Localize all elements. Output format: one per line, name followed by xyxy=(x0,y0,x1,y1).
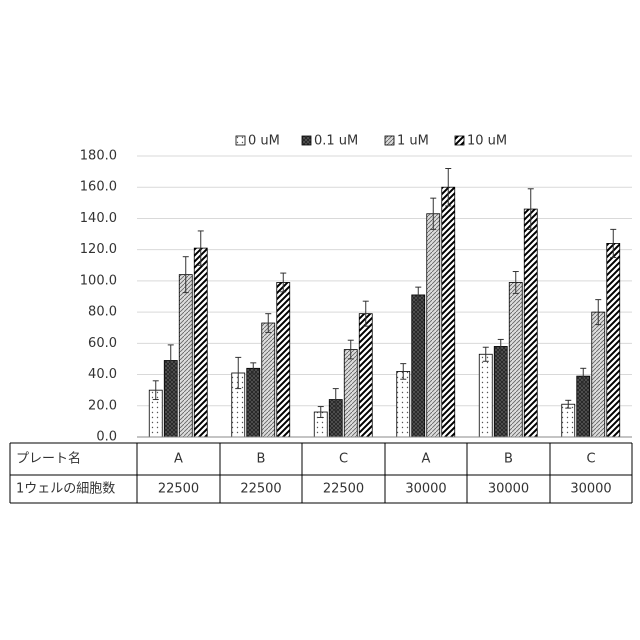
bar xyxy=(179,275,192,437)
chart: 0.0 20.0 40.0 60.0 80.0 100.0 120.0 140.0 160.0 1… xyxy=(0,0,640,640)
y-tick-label: 160.0 xyxy=(80,180,117,195)
y-tick-label: 180.0 xyxy=(80,149,117,164)
bar xyxy=(524,209,537,437)
table-cell: 1ウェルの細胞数 xyxy=(16,482,115,497)
table-cell: A xyxy=(422,452,431,467)
bar xyxy=(194,248,207,437)
legend-label: 0 uM xyxy=(248,134,280,149)
table-cell: 30000 xyxy=(570,482,611,497)
bar xyxy=(397,371,410,437)
table-cell: B xyxy=(257,452,266,467)
bar xyxy=(442,187,455,437)
table-cell: B xyxy=(504,452,513,467)
y-tick-label: 40.0 xyxy=(88,367,117,382)
bar xyxy=(577,376,590,437)
legend-label: 0.1 uM xyxy=(314,134,358,149)
legend-swatch xyxy=(385,136,394,145)
table-cell: 30000 xyxy=(488,482,529,497)
y-tick-label: 0.0 xyxy=(96,430,117,445)
legend-label: 1 uM xyxy=(397,134,429,149)
y-tick-label: 100.0 xyxy=(80,273,117,288)
bar xyxy=(262,323,275,437)
table-cell: C xyxy=(586,452,595,467)
table-cell: 22500 xyxy=(158,482,199,497)
bar xyxy=(427,214,440,437)
table-cell: プレート名 xyxy=(16,451,81,467)
y-tick-label: 80.0 xyxy=(88,305,117,320)
table-cell: 22500 xyxy=(240,482,281,497)
legend-swatch xyxy=(236,136,245,145)
bar xyxy=(344,350,357,437)
legend-label: 10 uM xyxy=(467,134,507,149)
bar xyxy=(607,243,620,437)
bar xyxy=(277,282,290,437)
bar xyxy=(494,346,507,437)
bar xyxy=(359,314,372,437)
bar xyxy=(592,312,605,437)
bar xyxy=(562,404,575,437)
legend-swatch xyxy=(302,136,311,145)
y-tick-label: 120.0 xyxy=(80,242,117,257)
table-cell: 30000 xyxy=(405,482,446,497)
bar xyxy=(479,354,492,437)
y-tick-label: 20.0 xyxy=(88,398,117,413)
table-cell: A xyxy=(174,452,183,467)
table-cell: C xyxy=(339,452,348,467)
bar xyxy=(412,295,425,437)
y-tick-label: 60.0 xyxy=(88,336,117,351)
bar xyxy=(509,282,522,437)
legend-swatch xyxy=(455,136,464,145)
y-tick-label: 140.0 xyxy=(80,211,117,226)
bar xyxy=(247,368,260,437)
table-cell: 22500 xyxy=(323,482,364,497)
